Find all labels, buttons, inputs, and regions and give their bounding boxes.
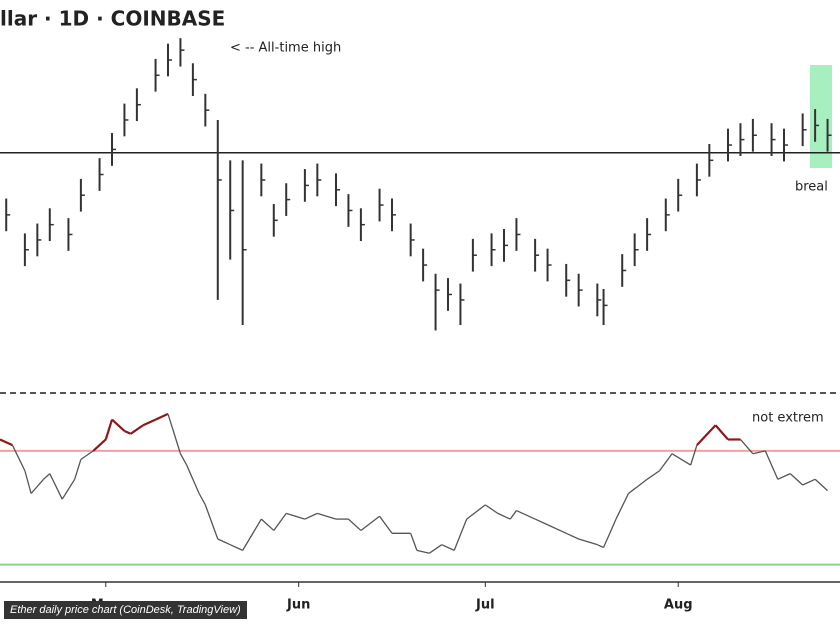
rsi-segment bbox=[416, 549, 430, 554]
rsi-segment bbox=[659, 453, 673, 472]
rsi-segment bbox=[30, 478, 45, 494]
rsi-segment bbox=[80, 450, 94, 460]
rsi-segment bbox=[198, 493, 206, 506]
rsi-segment bbox=[646, 470, 660, 480]
rsi-segment bbox=[441, 544, 455, 551]
breakout-highlight bbox=[810, 65, 832, 168]
rsi-segment bbox=[814, 478, 828, 492]
rsi-segment bbox=[348, 518, 362, 531]
rsi-segment bbox=[142, 418, 157, 427]
rsi-segment bbox=[111, 418, 126, 432]
rsi-segment bbox=[186, 464, 200, 494]
chart-title: llar · 1D · COINBASE bbox=[0, 7, 225, 31]
rsi-segment bbox=[509, 510, 517, 520]
rsi-segment bbox=[92, 438, 107, 452]
rsi-segment bbox=[360, 515, 380, 531]
rsi-segment bbox=[671, 453, 692, 466]
rsi-segment bbox=[789, 473, 804, 486]
rsi-segment bbox=[286, 512, 306, 520]
rsi-segment bbox=[714, 424, 729, 441]
rsi-segment bbox=[130, 424, 144, 435]
rsi-segment bbox=[49, 473, 63, 500]
rsi-segment bbox=[123, 429, 132, 435]
rsi-segment bbox=[696, 424, 717, 446]
rsi-segment bbox=[690, 444, 698, 466]
rsi-segment bbox=[597, 544, 604, 549]
rsi-segment bbox=[578, 538, 598, 546]
rsi-segment bbox=[628, 478, 648, 495]
rsi-segment bbox=[453, 518, 468, 551]
x-tick-label: Jun bbox=[286, 598, 310, 613]
rsi-segment bbox=[379, 515, 393, 534]
rsi-segment bbox=[217, 538, 231, 546]
rsi-segment bbox=[565, 532, 579, 540]
rsi-segment bbox=[167, 413, 182, 454]
rsi-segment bbox=[11, 444, 26, 472]
rsi-segment bbox=[260, 518, 275, 531]
rsi-segment bbox=[547, 524, 567, 534]
rsi-segment bbox=[104, 419, 114, 440]
rsi-segment bbox=[317, 512, 337, 520]
rsi-segment bbox=[484, 504, 499, 514]
rsi-segment bbox=[204, 504, 219, 540]
rsi-segment bbox=[410, 533, 418, 551]
rsi-segment bbox=[24, 470, 32, 494]
rsi-segment bbox=[273, 513, 287, 531]
rsi-segment bbox=[534, 518, 548, 526]
annotation: < -- All-time high bbox=[230, 41, 341, 56]
x-tick-label: Aug bbox=[664, 598, 693, 613]
rsi-segment bbox=[752, 450, 766, 455]
rsi-segment bbox=[61, 478, 76, 500]
rsi-segment bbox=[74, 459, 82, 480]
x-tick-label: Jul bbox=[475, 598, 495, 613]
rsi-segment bbox=[179, 453, 188, 466]
rsi-segment bbox=[43, 473, 51, 480]
rsi-segment bbox=[764, 450, 779, 480]
rsi-segment bbox=[777, 473, 791, 480]
caption: Ether daily price chart (CoinDesk, Tradi… bbox=[4, 601, 247, 619]
rsi-segment bbox=[229, 544, 243, 551]
annotation: breal bbox=[795, 180, 828, 195]
rsi-segment bbox=[466, 504, 486, 520]
rsi-segment bbox=[615, 493, 630, 520]
rsi-segment bbox=[242, 518, 262, 551]
rsi-segment bbox=[802, 478, 816, 486]
rsi-segment bbox=[516, 509, 536, 520]
annotation: not extrem bbox=[752, 411, 824, 426]
rsi-segment bbox=[428, 544, 443, 554]
rsi-segment bbox=[497, 512, 511, 520]
rsi-segment bbox=[0, 438, 13, 447]
rsi-segment bbox=[602, 518, 617, 548]
rsi-segment bbox=[304, 512, 318, 520]
rsi-segment bbox=[155, 412, 169, 421]
rsi-segment bbox=[739, 439, 754, 455]
